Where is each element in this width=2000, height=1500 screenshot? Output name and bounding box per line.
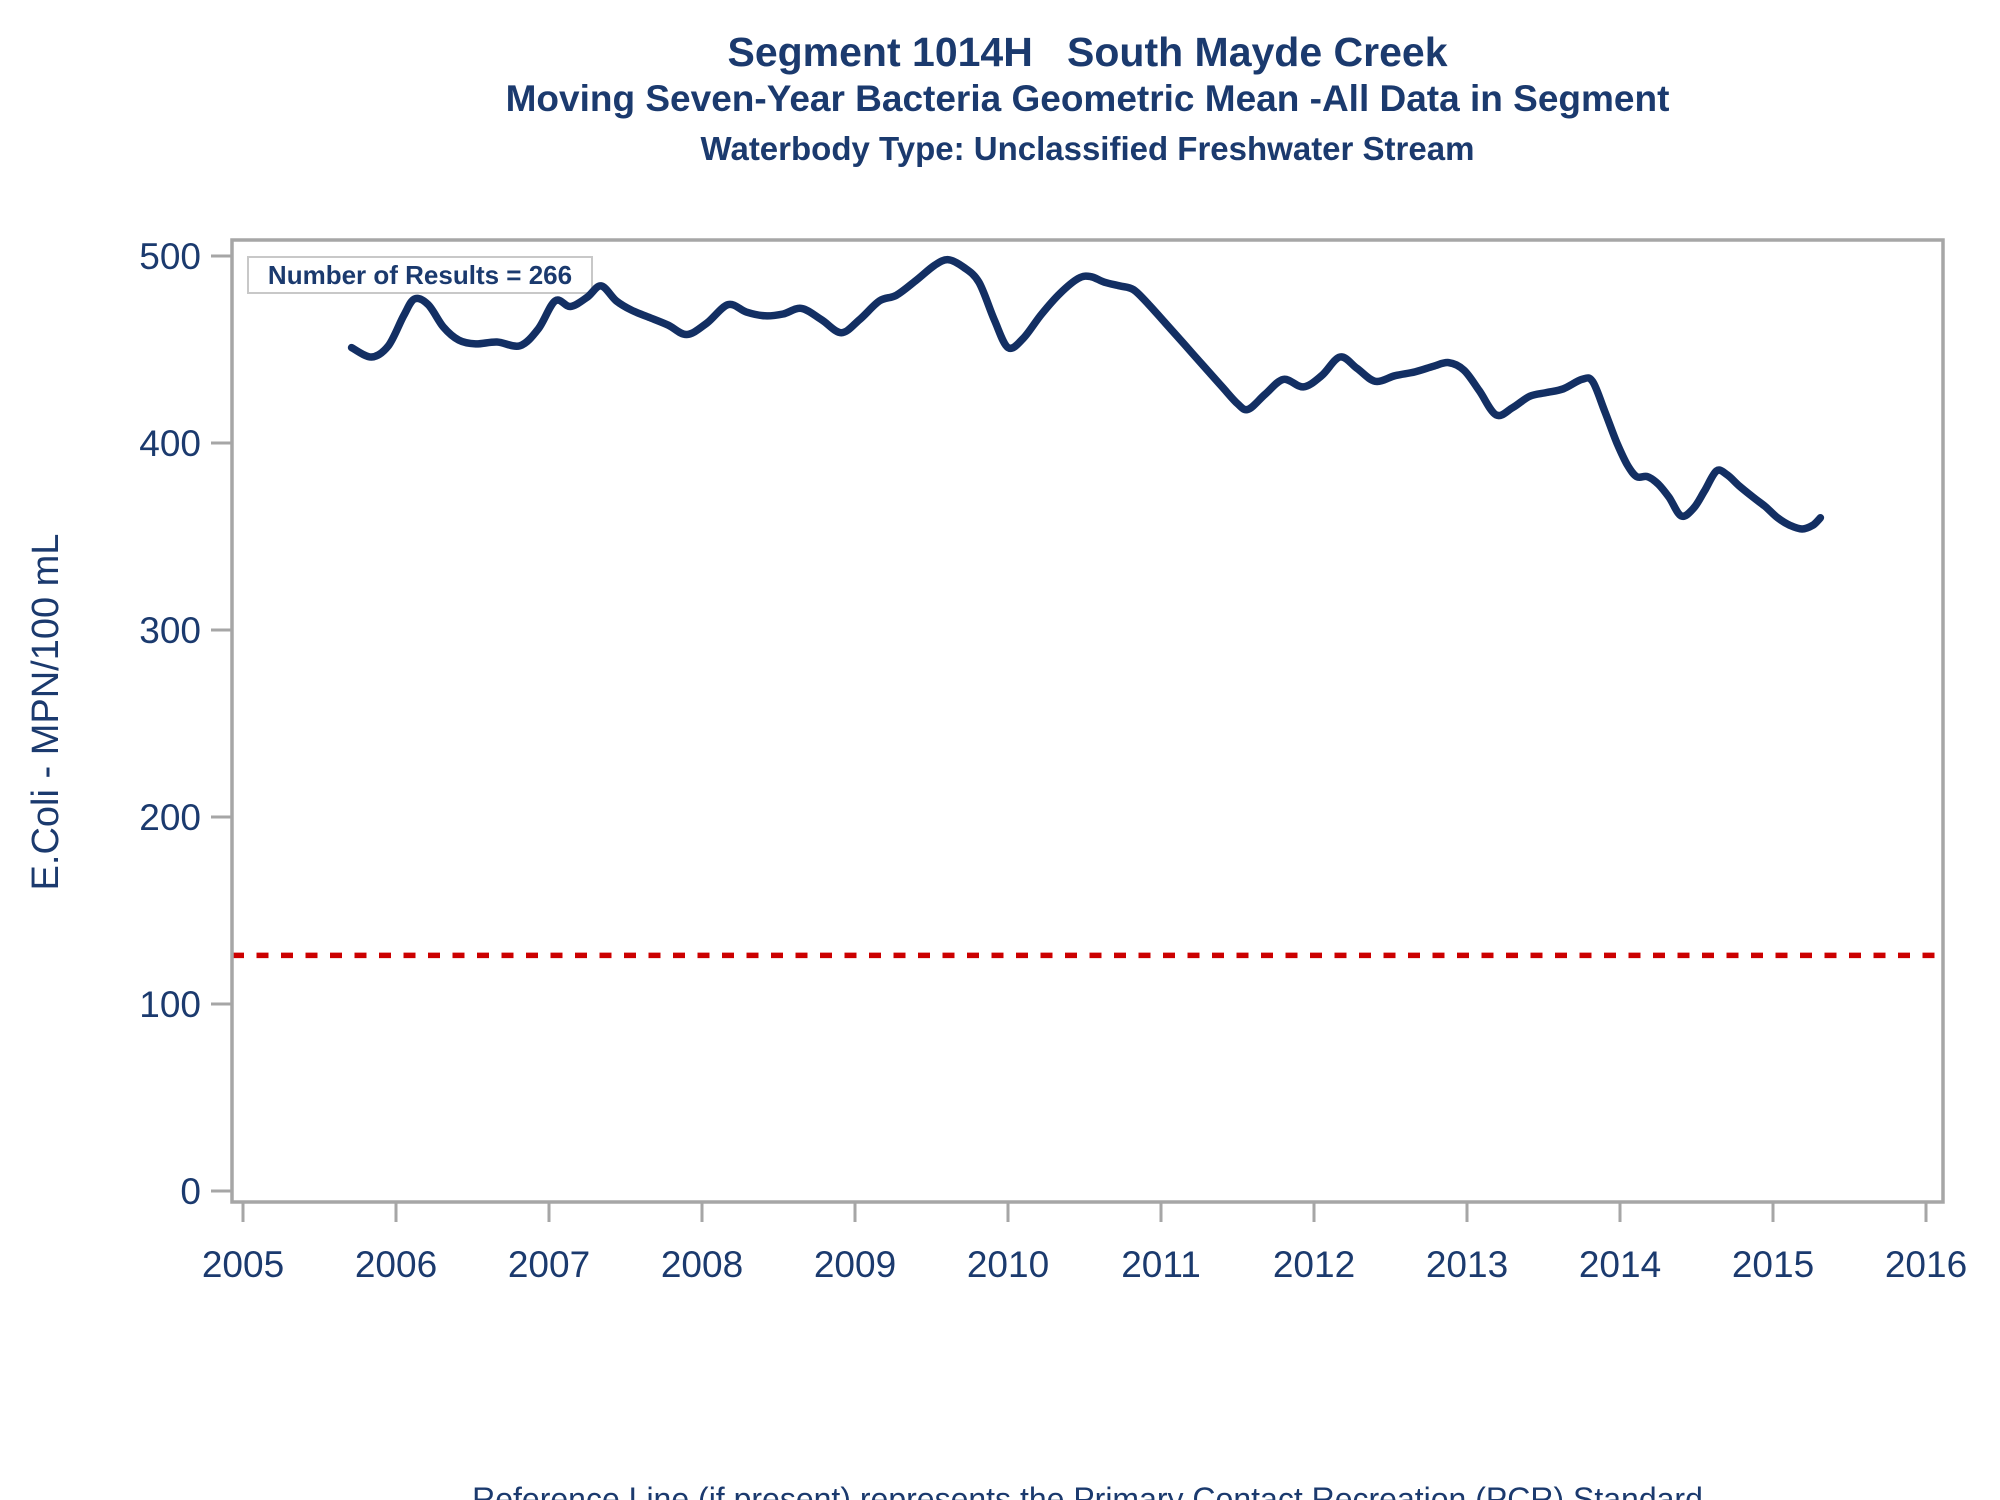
footnote-line-1: Reference Line (if present) represents t… xyxy=(472,1481,1703,1500)
number-of-results-label: Number of Results = 266 xyxy=(267,259,573,290)
x-tick-label: 2014 xyxy=(1579,1244,1661,1285)
number-of-results-box: Number of Results = 266 xyxy=(247,256,593,294)
chart-subtitle: Moving Seven-Year Bacteria Geometric Mea… xyxy=(505,78,1670,119)
x-tick-label: 2009 xyxy=(814,1244,896,1285)
y-tick-label: 0 xyxy=(180,1171,201,1212)
geometric-mean-line xyxy=(347,255,1825,533)
y-tick-label: 300 xyxy=(139,610,201,651)
y-axis-title: E.Coli - MPN/100 mL xyxy=(25,534,67,891)
y-tick-label: 500 xyxy=(139,236,201,277)
x-tick-label: 2007 xyxy=(508,1244,590,1285)
x-tick-label: 2013 xyxy=(1426,1244,1508,1285)
footnote-block: Reference Line (if present) represents t… xyxy=(232,1384,1943,1500)
x-tick-label: 2010 xyxy=(967,1244,1049,1285)
x-tick-label: 2006 xyxy=(355,1244,437,1285)
plot-border xyxy=(230,238,1945,1204)
chart-waterbody-type: Waterbody Type: Unclassified Freshwater … xyxy=(700,130,1475,167)
x-tick-label: 2012 xyxy=(1273,1244,1355,1285)
y-tick-label: 100 xyxy=(139,984,201,1025)
x-tick-label: 2011 xyxy=(1121,1244,1201,1285)
chart-title: Segment 1014H South Mayde Creek xyxy=(727,29,1448,75)
x-tick-label: 2005 xyxy=(202,1244,284,1285)
y-tick-label: 200 xyxy=(139,797,201,838)
x-tick-label: 2015 xyxy=(1732,1244,1814,1285)
x-tick-label: 2008 xyxy=(661,1244,743,1285)
y-tick-label: 400 xyxy=(139,423,201,464)
x-tick-label: 2016 xyxy=(1885,1244,1967,1285)
title-block: Segment 1014H South Mayde Creek Moving S… xyxy=(232,30,1943,175)
